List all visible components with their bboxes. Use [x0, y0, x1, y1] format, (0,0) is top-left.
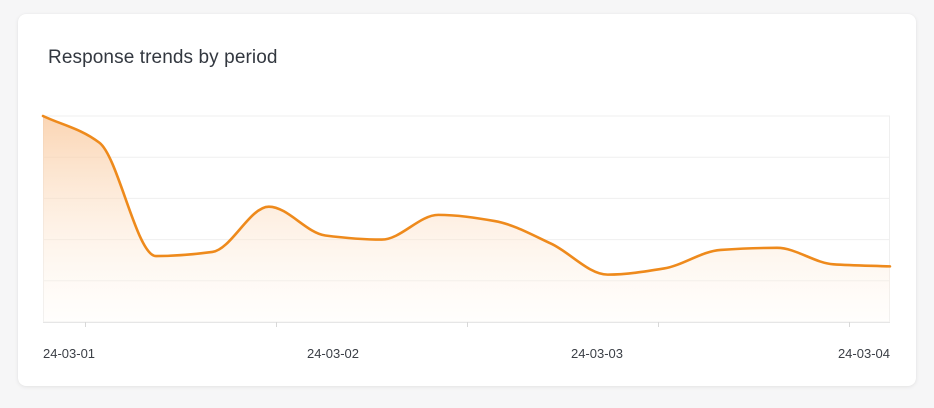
series-line [41, 114, 892, 276]
x-tick-label: 24-03-03 [571, 346, 623, 361]
x-tick-label: 24-03-02 [307, 346, 359, 361]
area-chart: 24-03-01 24-03-02 24-03-03 24-03-04 [41, 114, 892, 361]
series-area [41, 114, 892, 322]
chart-card: Response trends by period 24-03-01 24-03-… [18, 14, 916, 386]
x-tick-label: 24-03-01 [43, 346, 95, 361]
chart-title: Response trends by period [48, 47, 278, 68]
series-area-fill [43, 116, 890, 322]
x-tick-label: 24-03-04 [838, 346, 890, 361]
x-axis [43, 322, 890, 327]
x-tick-labels: 24-03-01 24-03-02 24-03-03 24-03-04 [43, 346, 890, 361]
